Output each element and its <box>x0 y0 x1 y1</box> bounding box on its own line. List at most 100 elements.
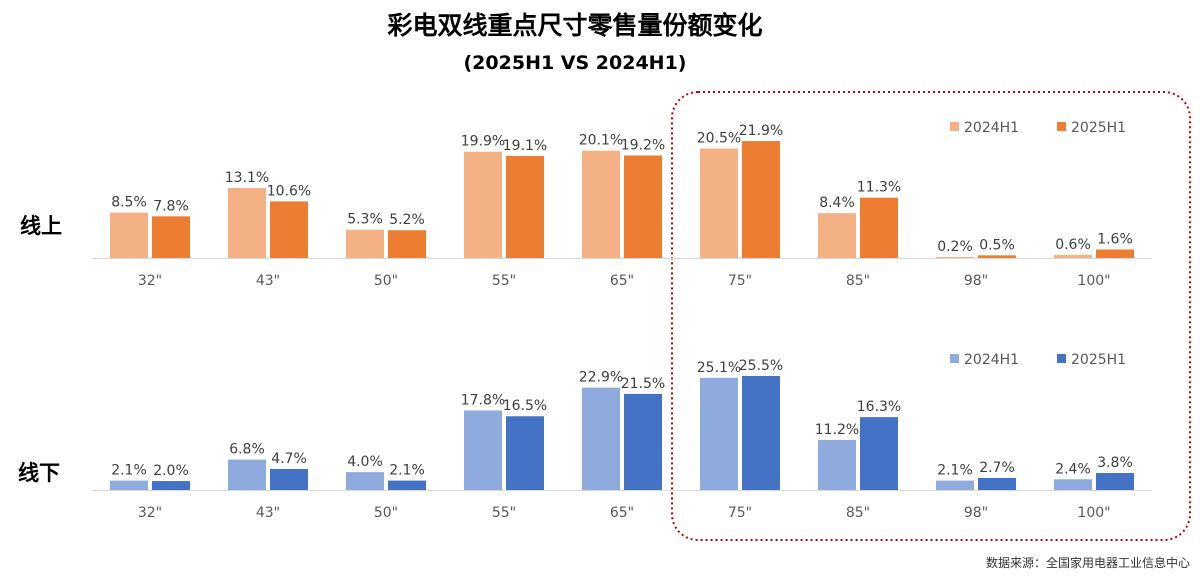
bar-2025H1 <box>978 255 1016 258</box>
bar-2025H1 <box>860 417 898 490</box>
bar-2025H1 <box>624 393 662 490</box>
x-tick-label: 100" <box>1077 505 1110 521</box>
data-label: 11.2% <box>815 422 859 438</box>
bar-2024H1 <box>582 387 620 490</box>
data-label: 0.6% <box>1055 237 1091 253</box>
bar-2025H1 <box>506 156 544 258</box>
x-tick-label: 50" <box>374 505 398 521</box>
data-label: 20.1% <box>579 133 623 149</box>
bar-2025H1 <box>270 468 308 490</box>
data-label: 25.1% <box>697 360 741 376</box>
bar-2025H1 <box>1096 473 1134 490</box>
bar-2024H1 <box>228 459 266 490</box>
bar-2024H1 <box>818 213 856 258</box>
bar-2024H1 <box>936 256 974 258</box>
legend-label: 2025H1 <box>1071 352 1126 368</box>
bar-2024H1 <box>582 150 620 258</box>
data-label: 0.2% <box>937 239 973 255</box>
x-tick-label: 75" <box>728 273 752 289</box>
row-label-online: 线上 <box>20 214 62 238</box>
legend-label: 2025H1 <box>1071 120 1126 136</box>
bar-2025H1 <box>742 141 780 258</box>
data-label: 5.2% <box>389 212 425 228</box>
legend-swatch <box>1057 122 1066 131</box>
data-label: 1.6% <box>1097 231 1133 247</box>
highlight-box <box>671 91 1191 541</box>
x-tick-label: 85" <box>846 273 870 289</box>
bar-2024H1 <box>464 151 502 258</box>
data-label: 0.5% <box>979 237 1015 253</box>
bar-2024H1 <box>464 410 502 490</box>
bar-2024H1 <box>346 229 384 258</box>
x-tick-label: 100" <box>1077 273 1110 289</box>
data-label: 2.1% <box>389 463 425 479</box>
data-label: 20.5% <box>697 131 741 147</box>
data-label: 7.8% <box>153 198 189 214</box>
bar-2024H1 <box>110 480 148 490</box>
data-label: 2.4% <box>1055 461 1091 477</box>
bar-2025H1 <box>506 416 544 490</box>
data-label: 10.6% <box>267 183 311 199</box>
data-label: 25.5% <box>739 358 783 374</box>
x-tick-label: 43" <box>256 505 280 521</box>
bar-2024H1 <box>936 480 974 490</box>
bar-2024H1 <box>1054 254 1092 258</box>
chart-subtitle: (2025H1 VS 2024H1) <box>464 52 687 74</box>
data-label: 5.3% <box>347 212 383 228</box>
x-tick-label: 75" <box>728 505 752 521</box>
x-tick-label: 43" <box>256 273 280 289</box>
bar-2024H1 <box>700 377 738 490</box>
bar-2025H1 <box>860 197 898 258</box>
data-label: 19.2% <box>621 137 665 153</box>
chart-title: 彩电双线重点尺寸零售量份额变化 <box>387 11 762 40</box>
x-tick-label: 85" <box>846 505 870 521</box>
legend-swatch <box>950 122 959 131</box>
bar-2025H1 <box>270 201 308 258</box>
x-tick-label: 98" <box>964 273 988 289</box>
bar-2024H1 <box>1054 479 1092 490</box>
x-tick-label: 98" <box>964 505 988 521</box>
data-label: 19.1% <box>503 138 547 154</box>
bar-2025H1 <box>624 155 662 258</box>
data-label: 2.0% <box>153 463 189 479</box>
source-note: 数据来源：全国家用电器工业信息中心 <box>986 555 1190 570</box>
bar-2025H1 <box>1096 249 1134 258</box>
data-label: 13.1% <box>225 170 269 186</box>
data-label: 21.5% <box>621 376 665 392</box>
data-label: 8.5% <box>111 195 147 211</box>
bar-2025H1 <box>152 481 190 490</box>
data-label: 6.8% <box>229 442 265 458</box>
legend-label: 2024H1 <box>964 120 1019 136</box>
legend-swatch <box>1057 354 1066 363</box>
bar-2024H1 <box>818 439 856 490</box>
x-tick-label: 55" <box>492 505 516 521</box>
bar-2024H1 <box>110 212 148 258</box>
data-label: 11.3% <box>857 180 901 196</box>
bar-2025H1 <box>388 230 426 258</box>
data-label: 17.8% <box>461 392 505 408</box>
x-tick-label: 55" <box>492 273 516 289</box>
bar-2025H1 <box>152 216 190 258</box>
x-tick-label: 50" <box>374 273 398 289</box>
data-label: 8.4% <box>819 195 855 211</box>
data-label: 21.9% <box>739 123 783 139</box>
data-label: 19.9% <box>461 134 505 150</box>
legend-swatch <box>950 354 959 363</box>
data-label: 4.7% <box>271 451 307 467</box>
row-label-offline: 线下 <box>18 461 60 485</box>
data-label: 16.3% <box>857 399 901 415</box>
x-tick-label: 65" <box>610 505 634 521</box>
bar-2024H1 <box>346 472 384 490</box>
data-label: 2.1% <box>937 463 973 479</box>
data-label: 16.5% <box>503 398 547 414</box>
x-tick-label: 32" <box>138 505 162 521</box>
x-tick-label: 65" <box>610 273 634 289</box>
data-label: 3.8% <box>1097 455 1133 471</box>
data-label: 22.9% <box>579 370 623 386</box>
bar-2025H1 <box>388 480 426 490</box>
bar-2024H1 <box>700 148 738 258</box>
bar-2024H1 <box>228 188 266 258</box>
data-label: 2.7% <box>979 460 1015 476</box>
bar-2025H1 <box>742 376 780 490</box>
